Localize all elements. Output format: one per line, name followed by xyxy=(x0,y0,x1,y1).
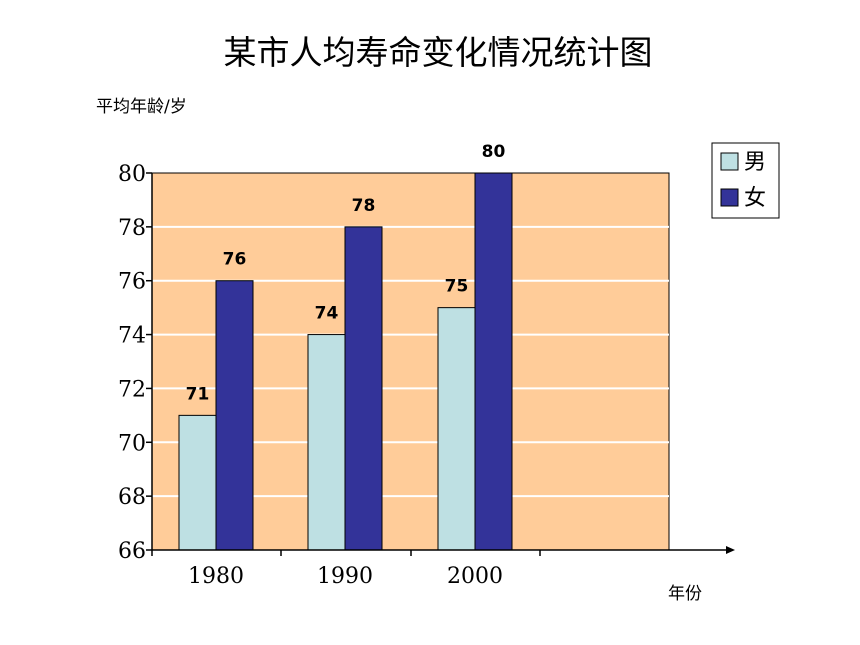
bar-male-1980 xyxy=(178,414,217,551)
data-label: 75 xyxy=(445,277,469,297)
axes xyxy=(151,173,735,554)
legend: 男女 xyxy=(711,142,780,219)
x-tick-label: 1990 xyxy=(317,564,373,589)
x-axis-arrow xyxy=(726,546,735,554)
y-tick-label: 74 xyxy=(118,324,146,349)
data-label: 80 xyxy=(482,142,506,162)
chart-title: 某市人均寿命变化情况统计图 xyxy=(224,33,653,72)
bar-male-2000 xyxy=(437,307,476,551)
bars xyxy=(178,172,513,551)
bar-female-1990 xyxy=(344,226,383,551)
x-tick-labels: 1980 1990 2000 xyxy=(151,550,541,589)
data-label: 74 xyxy=(315,304,339,324)
y-tick-label: 70 xyxy=(118,431,146,456)
y-tick-label: 72 xyxy=(118,377,146,402)
y-tick-label: 76 xyxy=(118,270,146,295)
data-label: 71 xyxy=(186,384,210,404)
legend-swatch xyxy=(720,152,739,171)
y-tick-label: 80 xyxy=(118,162,146,187)
bar-female-1980 xyxy=(215,280,254,551)
legend-label: 女 xyxy=(744,186,766,211)
y-tick-label: 66 xyxy=(118,539,146,564)
x-tick-label: 2000 xyxy=(447,564,503,589)
data-labels: 71 76 74 78 75 80 xyxy=(186,142,506,404)
x-tick-label: 1980 xyxy=(188,564,244,589)
x-axis-label: 年份 xyxy=(668,584,702,604)
data-label: 78 xyxy=(352,196,376,216)
bar-female-2000 xyxy=(474,172,513,551)
y-axis-label: 平均年龄/岁 xyxy=(96,97,187,117)
bar-male-1990 xyxy=(307,334,346,551)
y-tick-label: 68 xyxy=(118,485,146,510)
legend-label: 男 xyxy=(744,150,766,175)
legend-swatch xyxy=(720,188,739,207)
data-label: 76 xyxy=(223,250,247,270)
y-tick-labels: 66 68 70 72 74 76 78 80 xyxy=(118,162,152,564)
y-tick-label: 78 xyxy=(118,216,146,241)
